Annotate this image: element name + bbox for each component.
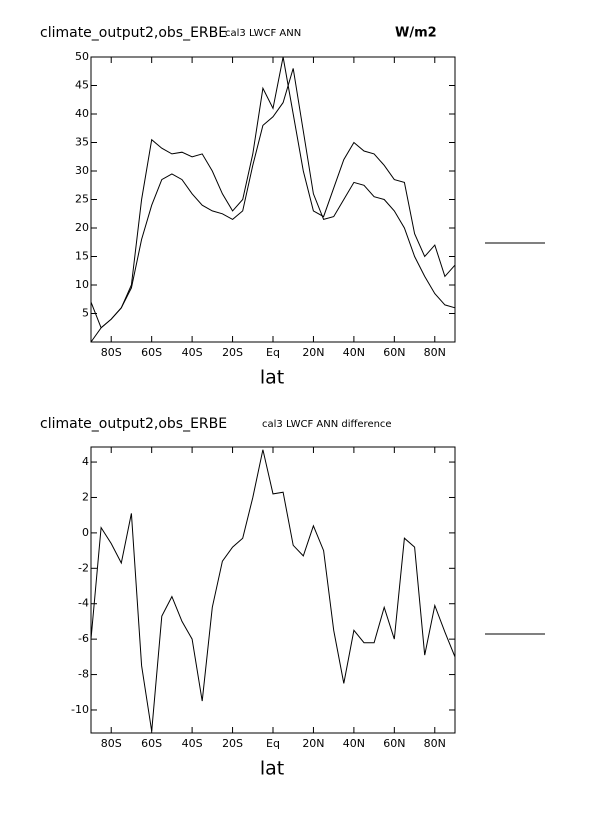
x-tick-label: Eq	[266, 737, 280, 750]
y-tick-label: -2	[78, 561, 89, 574]
y-tick-label: 50	[75, 50, 89, 63]
x-tick-label: 20N	[302, 346, 324, 359]
x-tick-label: 20S	[222, 346, 243, 359]
x-axis-label: lat	[260, 367, 284, 389]
data-line	[90, 449, 456, 732]
y-tick-label: 5	[82, 307, 89, 320]
x-tick-label: 20N	[302, 737, 324, 750]
y-tick-label: 30	[75, 164, 89, 177]
chart-title: climate_output2,obs_ERBE	[40, 25, 227, 41]
y-tick-label: 0	[82, 526, 89, 539]
plot-frame	[90, 56, 456, 343]
y-tick-label: 10	[75, 278, 89, 291]
data-line	[90, 68, 456, 343]
x-tick-label: 80N	[424, 737, 446, 750]
x-tick-label: 60S	[141, 737, 162, 750]
x-tick-label: 40N	[343, 737, 365, 750]
chart-title: climate_output2,obs_ERBE	[40, 416, 227, 432]
y-tick-label: 35	[75, 136, 89, 149]
x-tick-label: Eq	[266, 346, 280, 359]
y-tick-label: 25	[75, 193, 89, 206]
x-tick-label: 80S	[101, 346, 122, 359]
y-tick-label: -4	[78, 597, 89, 610]
x-tick-label: 40N	[343, 346, 365, 359]
x-axis-label: lat	[260, 758, 284, 780]
x-tick-label: 80N	[424, 346, 446, 359]
chart-subtitle: cal3 LWCF ANN difference	[262, 419, 392, 430]
x-tick-label: 80S	[101, 737, 122, 750]
y-tick-label: 45	[75, 79, 89, 92]
chart-subtitle: cal3 LWCF ANN	[225, 28, 301, 39]
y-tick-label: 15	[75, 250, 89, 263]
y-tick-label: -8	[78, 668, 89, 681]
y-tick-label: 20	[75, 221, 89, 234]
y-tick-label: 4	[82, 455, 89, 468]
x-tick-label: 60S	[141, 346, 162, 359]
y-tick-label: 40	[75, 107, 89, 120]
units: W/m2	[395, 26, 437, 41]
y-tick-label: -6	[78, 632, 89, 645]
x-tick-label: 60N	[383, 346, 405, 359]
x-tick-label: 20S	[222, 737, 243, 750]
y-tick-label: 2	[82, 490, 89, 503]
x-tick-label: 60N	[383, 737, 405, 750]
y-tick-label: -10	[71, 703, 89, 716]
x-tick-label: 40S	[182, 737, 203, 750]
data-line	[90, 56, 456, 329]
x-tick-label: 40S	[182, 346, 203, 359]
